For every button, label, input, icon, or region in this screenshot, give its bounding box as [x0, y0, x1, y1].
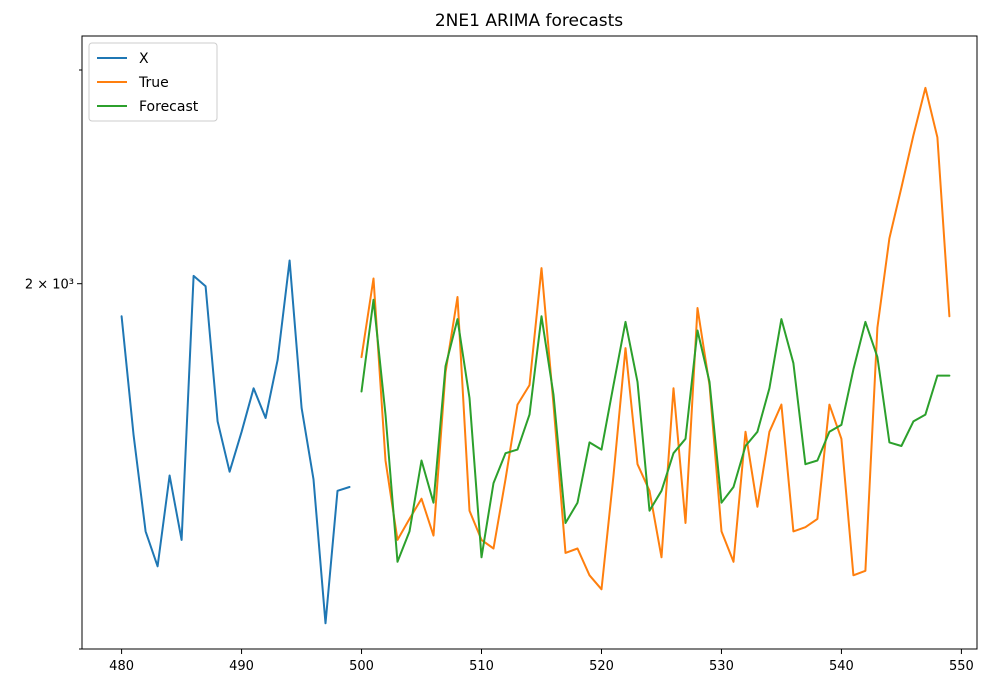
x-tick-label: 510: [469, 659, 494, 674]
series-line-x: [120, 259, 351, 625]
axes-frame: [81, 35, 978, 650]
y-axis: 2 × 10³: [25, 69, 82, 650]
x-tick-label: 500: [349, 659, 374, 674]
y-tick-label: 2 × 10³: [25, 278, 74, 293]
legend: X True Forecast: [88, 42, 218, 122]
legend-label-forecast: Forecast: [139, 99, 199, 115]
x-tick-label: 520: [589, 659, 614, 674]
x-tick-label: 490: [229, 659, 254, 674]
x-axis: 480 490 500 510 520 530 540 550: [109, 649, 974, 674]
series-line-forecast: [360, 298, 951, 563]
legend-label-x: X: [139, 51, 149, 67]
x-tick-label: 480: [109, 659, 134, 674]
legend-label-true: True: [138, 75, 169, 91]
series-layer: [120, 86, 951, 625]
chart-title: 2NE1 ARIMA forecasts: [435, 11, 623, 31]
legend-box: [88, 42, 218, 122]
x-tick-label: 530: [709, 659, 734, 674]
x-tick-label: 540: [829, 659, 854, 674]
x-tick-label: 550: [949, 659, 974, 674]
